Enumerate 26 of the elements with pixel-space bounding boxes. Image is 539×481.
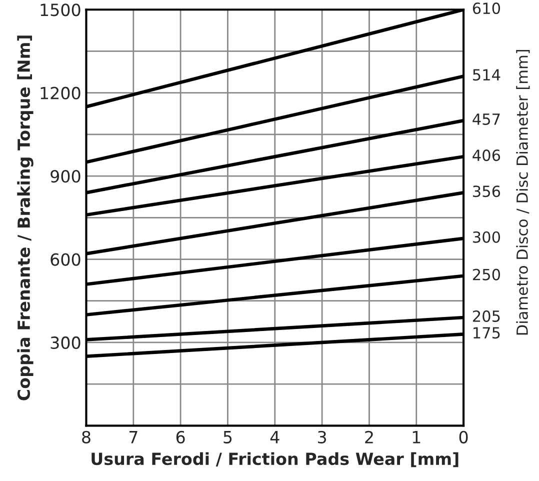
x-tick-label: 2 — [365, 430, 373, 444]
y-tick-label: 600 — [50, 253, 80, 266]
y-tick-label: 1200 — [40, 86, 80, 100]
x-tick-label: 3 — [318, 430, 326, 444]
x-tick-label: 0 — [459, 430, 468, 444]
series-label: 205 — [472, 310, 500, 322]
x-axis-title: Usura Ferodi / Friction Pads Wear [mm] — [92, 452, 458, 468]
x-tick-label: 1 — [412, 431, 420, 444]
x-tick-label: 6 — [176, 430, 185, 444]
x-tick-label: 4 — [270, 431, 280, 444]
x-tick-label: 8 — [82, 430, 90, 444]
series-label: 356 — [473, 186, 500, 198]
y-tick-label: 900 — [50, 170, 80, 183]
x-tick-label: 5 — [224, 431, 232, 444]
series-label: 300 — [473, 231, 500, 243]
series-label: 406 — [472, 150, 500, 162]
y2-axis-title: Diametro Disco / Disc Diameter [mm] — [516, 50, 530, 335]
y-tick-label: 300 — [50, 336, 80, 350]
y-axis-title: Coppia Frenante / Braking Torque [Nm] — [17, 36, 34, 400]
y-tick-label: 1500 — [40, 4, 80, 16]
x-tick-label: 7 — [129, 431, 138, 444]
series-label: 175 — [474, 327, 500, 339]
series-label: 250 — [472, 268, 500, 280]
series-label: 610 — [472, 2, 500, 14]
series-label: 514 — [473, 69, 500, 81]
series-label: 457 — [472, 114, 500, 126]
